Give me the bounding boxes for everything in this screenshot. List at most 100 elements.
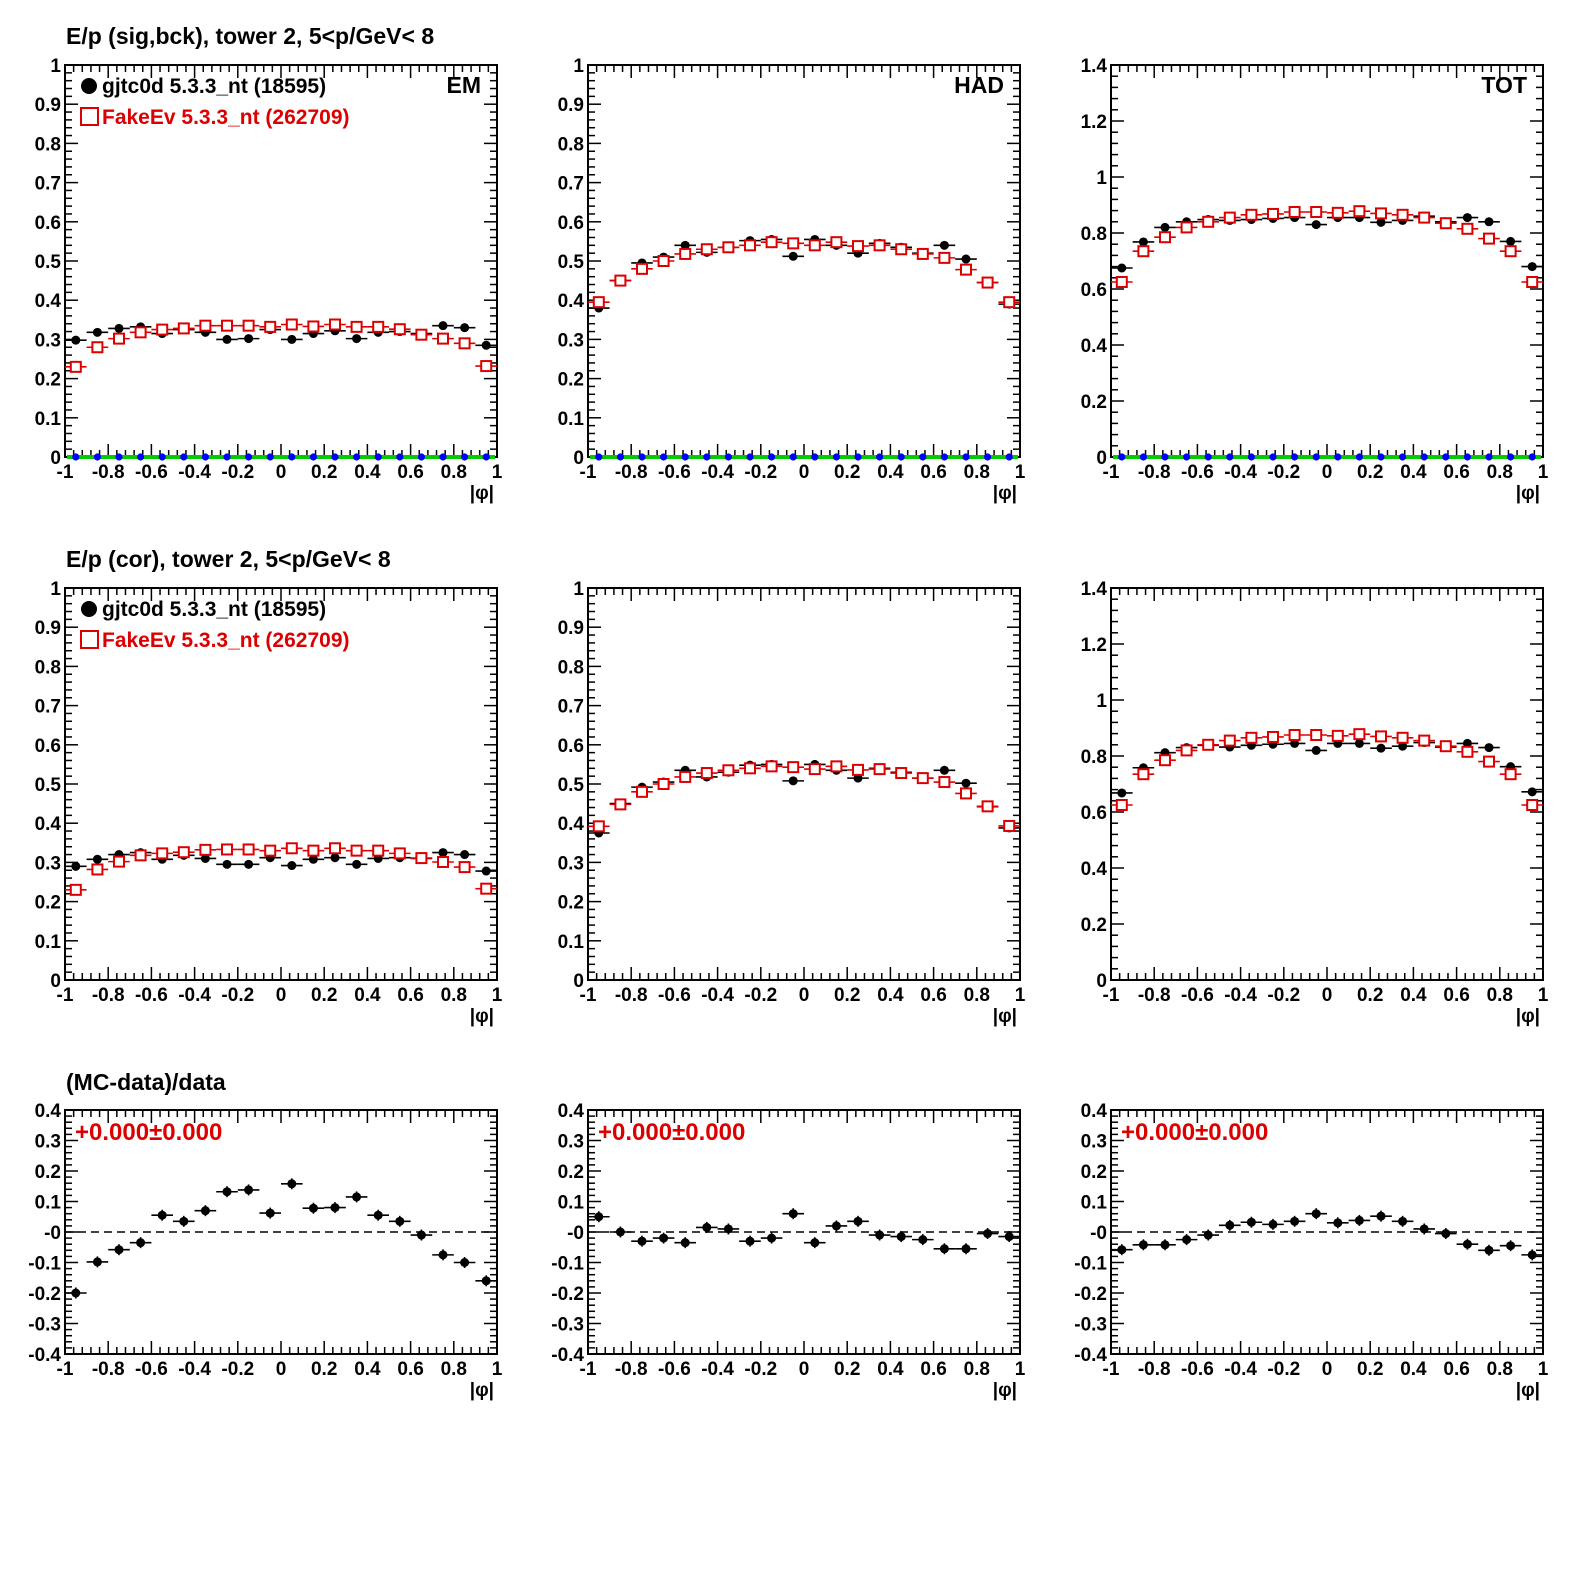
data-point xyxy=(976,1228,999,1240)
panel-sigbck-EM: -1 -0.8 -0.6 -0.4 -0.2 0 0.2 0.4 0.6 0.8 1 0 0.1 0.2 0… xyxy=(35,56,503,504)
marker-open-square xyxy=(1504,768,1517,781)
marker-open-square xyxy=(415,852,428,865)
data-point xyxy=(389,847,411,860)
data-point xyxy=(717,241,740,254)
y-ticks: -0.4 -0.3 -0.2 -0.1 -0 0.1 0.2 0.3 0.4 xyxy=(1074,1101,1543,1366)
data-point xyxy=(331,453,339,461)
data-point xyxy=(1478,217,1500,227)
data-point xyxy=(237,1184,260,1196)
legend-marker-sig xyxy=(81,78,97,94)
data-point xyxy=(281,861,303,871)
data-point xyxy=(1413,1223,1435,1235)
legend: gjtc0d 5.3.3_nt (18595) FakeEv 5.3.3_nt (… xyxy=(80,75,350,129)
data-point xyxy=(1132,245,1155,258)
data-point xyxy=(475,882,497,895)
data-point xyxy=(108,323,130,333)
x-tick-label: -0.8 xyxy=(615,985,648,1006)
x-tick-label: 1 xyxy=(492,985,503,1006)
data-point xyxy=(410,328,433,341)
data-point xyxy=(1132,1239,1155,1251)
data-point xyxy=(1377,453,1385,461)
x-tick-label: 1 xyxy=(1015,1359,1026,1380)
y-tick-label: 0.2 xyxy=(1081,392,1107,413)
marker-open-square xyxy=(221,843,233,856)
data-point xyxy=(1269,453,1277,461)
data-point xyxy=(652,1232,675,1244)
data-point xyxy=(919,453,927,461)
marker-open-square xyxy=(437,856,449,869)
marker-open-square xyxy=(156,323,169,336)
data-point xyxy=(453,850,476,860)
marker-blue-circle xyxy=(1247,453,1255,461)
marker-open-square xyxy=(808,239,821,252)
marker-filled-circle xyxy=(1182,1235,1192,1245)
data-point xyxy=(129,326,152,339)
y-tick-label: -0.2 xyxy=(551,1284,584,1305)
marker-open-square xyxy=(938,251,951,264)
x-tick-label: -0.8 xyxy=(1138,1359,1171,1380)
data-point xyxy=(1499,245,1522,258)
data-point xyxy=(1485,453,1493,461)
x-tick-label: 0 xyxy=(799,985,810,1006)
x-tick-label: 1 xyxy=(492,462,503,483)
y-tick-label: 0.6 xyxy=(1081,803,1107,824)
y-tick-label: -0.2 xyxy=(1074,1284,1107,1305)
x-tick-label: 0.8 xyxy=(441,462,467,483)
data-point xyxy=(432,848,454,858)
data-point xyxy=(933,1243,956,1255)
data-point xyxy=(1305,729,1327,741)
marker-filled-circle xyxy=(438,321,448,331)
y-tick-label: -0.1 xyxy=(551,1254,584,1275)
y-tick-label: 0.4 xyxy=(1081,1101,1108,1122)
marker-filled-circle xyxy=(961,1244,971,1254)
data-point xyxy=(1197,738,1219,751)
marker-blue-circle xyxy=(1377,453,1385,461)
marker-open-square xyxy=(1115,276,1128,288)
data-point xyxy=(1528,453,1536,461)
marker-filled-circle xyxy=(1354,1215,1364,1225)
data-point xyxy=(245,453,253,461)
data-point xyxy=(432,1249,454,1261)
data-point xyxy=(1370,217,1392,227)
marker-blue-circle xyxy=(962,453,970,461)
data-point xyxy=(739,239,761,252)
marker-filled-circle xyxy=(961,254,971,264)
marker-open-square xyxy=(1526,799,1539,811)
marker-filled-circle xyxy=(1117,263,1127,273)
panel-sigbck-HAD: -1 -0.8 -0.6 -0.4 -0.2 0 0.2 0.4 0.6 0.8 100.10.20… xyxy=(558,56,1026,504)
marker-open-square xyxy=(744,239,756,252)
marker-blue-circle xyxy=(1269,453,1277,461)
x-tick-label: 0.2 xyxy=(1357,462,1383,483)
x-tick-label: -0.8 xyxy=(615,462,648,483)
marker-open-square xyxy=(329,318,341,331)
data-point xyxy=(696,243,718,256)
y-tick-label: 0.4 xyxy=(1081,859,1108,880)
x-tick-label: 0 xyxy=(1322,1359,1333,1380)
data-point xyxy=(1240,1216,1263,1228)
data-point xyxy=(324,318,346,331)
marker-blue-circle xyxy=(1485,453,1493,461)
y-tick-label: 0 xyxy=(50,971,61,992)
marker-open-square xyxy=(787,761,800,774)
data-point xyxy=(1370,730,1392,743)
series-open-square xyxy=(1111,728,1543,811)
x-tick-label: 0.4 xyxy=(1400,1359,1427,1380)
data-point xyxy=(453,323,476,333)
x-tick-label: -1 xyxy=(580,1359,597,1380)
marker-open-square xyxy=(1418,211,1431,224)
marker-filled-circle xyxy=(416,1230,426,1240)
marker-filled-circle xyxy=(615,1227,625,1237)
legend-label-sig: gjtc0d 5.3.3_nt (18595) xyxy=(102,598,326,621)
marker-blue-circle xyxy=(180,453,188,461)
data-point xyxy=(72,453,80,461)
data-point xyxy=(453,337,476,350)
data-point xyxy=(389,1215,411,1227)
data-point xyxy=(660,453,668,461)
data-point xyxy=(955,263,977,276)
marker-open-square xyxy=(592,296,605,309)
data-point xyxy=(631,262,653,275)
data-point xyxy=(1348,738,1371,748)
marker-open-square xyxy=(1396,731,1409,744)
data-point xyxy=(1413,211,1435,224)
data-point xyxy=(782,776,804,786)
